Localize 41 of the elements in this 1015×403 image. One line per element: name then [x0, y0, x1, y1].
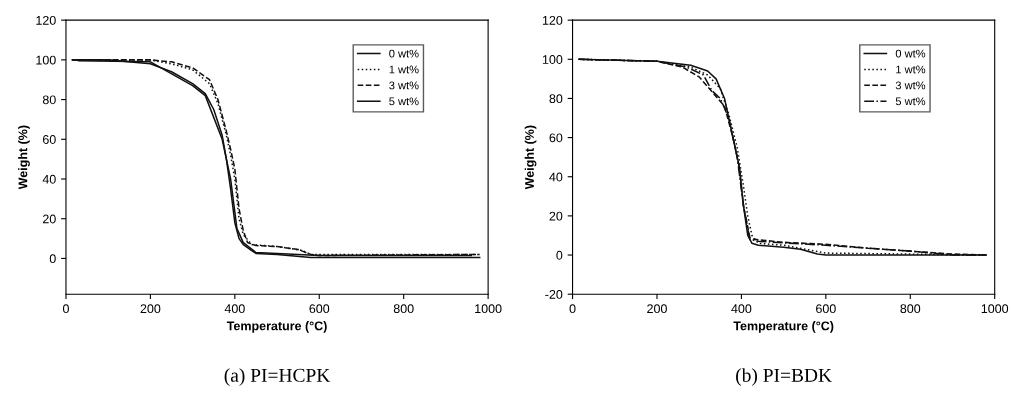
- y-tick-label: 0: [556, 250, 563, 260]
- y-tick-label: 120: [36, 15, 56, 25]
- y-tick-label: 100: [36, 55, 56, 65]
- y-axis-title: Weight (%): [18, 125, 30, 190]
- y-tick-label: 20: [549, 211, 563, 221]
- x-tick-label: 600: [816, 304, 836, 314]
- x-tick-label: 800: [393, 304, 414, 314]
- y-tick-label: 40: [42, 174, 56, 184]
- y-axis-title: Weight (%): [524, 125, 537, 190]
- text: (a) PI=HCPK: [224, 368, 331, 386]
- y-tick-label: 40: [549, 172, 563, 182]
- legend-label: 1 wt%: [389, 65, 419, 74]
- legend-label: 3 wt%: [895, 81, 926, 90]
- x-tick-label: 0: [62, 304, 69, 314]
- legend-label: 5 wt%: [895, 97, 926, 106]
- x-tick-label: 200: [140, 304, 161, 314]
- x-tick-label: 400: [224, 304, 245, 314]
- x-tick-label: 200: [647, 304, 667, 314]
- y-tick-label: 120: [542, 15, 563, 25]
- y-tick-label: 60: [549, 133, 563, 143]
- x-tick-label: 800: [900, 304, 921, 314]
- x-tick-label: 1000: [981, 304, 1009, 314]
- x-tick-label: 400: [731, 304, 752, 314]
- y-tick-label: 80: [549, 94, 563, 104]
- y-tick-label: 100: [542, 55, 563, 64]
- text: (b) PI=BDK: [736, 368, 832, 386]
- x-tick-label: 600: [309, 304, 330, 314]
- x-axis-title: Temperature (°C): [226, 321, 327, 333]
- x-tick-label: 1000: [475, 304, 502, 314]
- legend-label: 0 wt%: [389, 49, 419, 58]
- x-axis-title: Temperature (°C): [733, 321, 834, 333]
- x-tick-label: 0: [569, 304, 576, 314]
- legend-label: 0 wt%: [895, 49, 926, 58]
- legend-label: 1 wt%: [896, 65, 926, 74]
- y-tick-label: 80: [42, 95, 56, 105]
- y-tick-label: 20: [42, 214, 56, 224]
- legend-label: 3 wt%: [389, 81, 419, 90]
- y-tick-label: -20: [545, 289, 563, 299]
- y-tick-label: 60: [42, 135, 56, 144]
- legend-label: 5 wt%: [389, 97, 419, 106]
- y-tick-label: 0: [49, 254, 56, 264]
